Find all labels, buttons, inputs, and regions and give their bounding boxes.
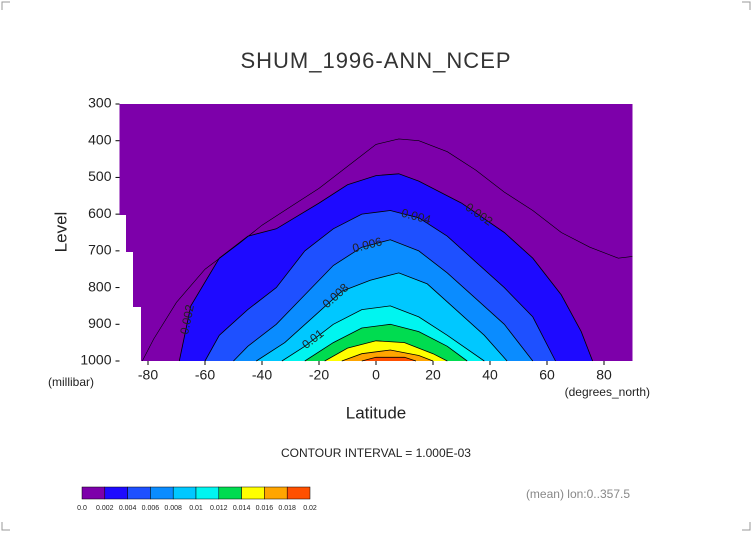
y-axis-label: Level <box>51 212 70 253</box>
colorbar-label: 0.004 <box>119 505 137 512</box>
colorbar-label: 0.01 <box>189 505 203 512</box>
colorbar-label: 0.008 <box>164 505 182 512</box>
colorbar-swatch <box>218 486 242 500</box>
colorbar-swatch <box>81 486 106 500</box>
x-tick-label: -20 <box>309 367 329 383</box>
colorbar-swatch <box>195 486 220 500</box>
contour-fill <box>361 357 416 361</box>
colorbar-swatch <box>241 486 265 500</box>
contour-line <box>324 340 448 362</box>
x-axis-unit: (degrees_north) <box>565 385 650 399</box>
colorbar-label: 0.006 <box>142 505 160 512</box>
contour-line <box>256 272 508 362</box>
colorbar-label: 0.012 <box>210 505 228 512</box>
y-tick-label: 1000 <box>80 352 111 368</box>
x-tick-label: 60 <box>539 367 555 383</box>
contour-line <box>178 173 593 362</box>
contour-line <box>233 239 534 362</box>
colorbar-label: 0.02 <box>303 505 317 512</box>
footnote: (mean) lon:0..357.5 <box>526 487 630 501</box>
contour-fill <box>341 350 433 361</box>
x-tick-label: 40 <box>482 367 498 383</box>
contour-line <box>304 323 468 362</box>
colorbar-swatch <box>150 486 174 500</box>
x-tick-label: -80 <box>138 367 158 383</box>
contour-label: 0.002 <box>177 303 197 336</box>
missing-data <box>119 215 141 361</box>
x-tick-label: -60 <box>195 367 215 383</box>
chart-title: SHUM_1996-ANN_NCEP <box>240 48 511 73</box>
y-tick-label: 300 <box>88 95 112 111</box>
colorbar-swatch <box>172 486 197 500</box>
x-tick-label: 0 <box>372 367 380 383</box>
colorbar-label: 0.0 <box>77 505 87 512</box>
colorbar-label: 0.016 <box>256 505 274 512</box>
y-tick-label: 900 <box>88 315 112 331</box>
y-tick-label: 400 <box>88 131 112 147</box>
contour-line <box>281 305 485 362</box>
colorbar-swatch <box>104 486 128 500</box>
y-tick-label: 600 <box>88 205 112 221</box>
contour-line <box>361 356 417 362</box>
colorbar-label: 0.018 <box>278 505 296 512</box>
colorbar-label: 0.014 <box>233 505 251 512</box>
x-tick-label: -40 <box>252 367 272 383</box>
colorbar-swatch <box>127 486 151 500</box>
x-axis-label: Latitude <box>346 403 407 422</box>
colorbar-label: 0.002 <box>96 505 114 512</box>
y-tick-label: 700 <box>88 242 112 258</box>
contour-line <box>204 210 556 362</box>
y-tick-label: 500 <box>88 168 112 184</box>
y-axis-unit: (millibar) <box>48 375 94 389</box>
colorbar-swatch <box>286 486 311 500</box>
contour-line <box>142 138 633 362</box>
contour-line <box>341 349 434 362</box>
y-tick-label: 800 <box>88 278 112 294</box>
x-tick-label: 80 <box>596 367 612 383</box>
colorbar-swatch <box>264 486 288 500</box>
x-tick-label: 20 <box>425 367 441 383</box>
annotation: CONTOUR INTERVAL = 1.000E-03 <box>281 446 471 460</box>
